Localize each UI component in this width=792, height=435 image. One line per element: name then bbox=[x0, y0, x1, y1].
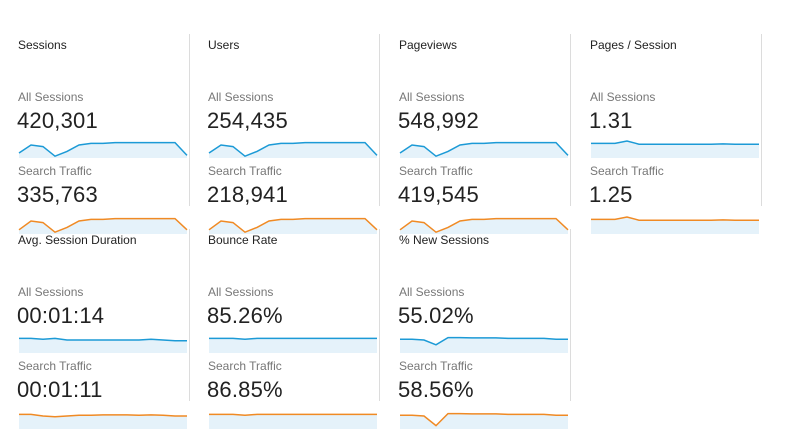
sparkline-line bbox=[18, 217, 188, 234]
segment-search-traffic-sparkline bbox=[400, 412, 568, 429]
metric-card-sessions: Sessions All Sessions 420,301 Search Traffi… bbox=[0, 34, 190, 234]
segment-search-traffic-label: Search Traffic bbox=[18, 359, 92, 373]
metric-title: Users bbox=[208, 38, 240, 52]
segment-search-traffic-value: 218,941 bbox=[207, 182, 288, 207]
segment-all-sessions-label: All Sessions bbox=[208, 285, 274, 299]
segment-all-sessions-label: All Sessions bbox=[399, 285, 465, 299]
segment-search-traffic-sparkline bbox=[19, 413, 187, 429]
metric-card-pageviews: Pageviews All Sessions 548,992 Search Traff… bbox=[381, 34, 571, 234]
segment-all-sessions-label: All Sessions bbox=[18, 285, 84, 299]
metric-card-users: Users All Sessions 254,435 Search Traffic 21… bbox=[190, 34, 380, 234]
sparkline-line bbox=[19, 413, 187, 418]
segment-all-sessions-label: All Sessions bbox=[18, 90, 84, 104]
sparkline-line bbox=[399, 217, 569, 234]
sparkline-line bbox=[208, 141, 378, 158]
sparkline-area bbox=[400, 142, 568, 158]
sparkline-area bbox=[19, 414, 187, 429]
segment-search-traffic-label: Search Traffic bbox=[208, 164, 282, 178]
sparkline-area bbox=[400, 413, 568, 429]
sparkline-line bbox=[400, 412, 568, 427]
metric-card-bounce-rate: Bounce Rate All Sessions 85.26% Search Traf… bbox=[190, 229, 380, 429]
segment-search-traffic-sparkline bbox=[591, 216, 759, 234]
sparkline-area bbox=[209, 414, 377, 429]
segment-all-sessions-sparkline bbox=[400, 336, 568, 353]
sparkline-line bbox=[591, 140, 759, 145]
segment-search-traffic-value: 335,763 bbox=[17, 182, 98, 207]
segment-all-sessions-label: All Sessions bbox=[590, 90, 656, 104]
segment-all-sessions-sparkline bbox=[209, 337, 377, 353]
segment-all-sessions-value: 00:01:14 bbox=[17, 303, 105, 328]
sparkline-line bbox=[18, 141, 188, 158]
segment-search-traffic-value: 00:01:11 bbox=[17, 377, 103, 402]
sparkline-line bbox=[399, 141, 569, 158]
metric-card-new-sessions: % New Sessions All Sessions 55.02% Search T… bbox=[381, 229, 571, 429]
metric-title: Pages / Session bbox=[590, 38, 677, 52]
metric-title: % New Sessions bbox=[399, 233, 490, 247]
metric-title: Avg. Session Duration bbox=[18, 233, 137, 247]
segment-search-traffic-value: 86.85% bbox=[207, 377, 283, 402]
sparkline-area bbox=[591, 217, 759, 234]
segment-search-traffic-label: Search Traffic bbox=[399, 359, 473, 373]
segment-all-sessions-value: 548,992 bbox=[398, 108, 479, 133]
segment-search-traffic-sparkline bbox=[208, 217, 378, 234]
segment-all-sessions-value: 1.31 bbox=[589, 108, 633, 133]
segment-all-sessions-label: All Sessions bbox=[208, 90, 274, 104]
segment-all-sessions-sparkline bbox=[591, 140, 759, 158]
segment-all-sessions-sparkline bbox=[18, 141, 188, 158]
metric-title: Sessions bbox=[18, 38, 67, 52]
sparkline-area bbox=[19, 142, 187, 158]
segment-all-sessions-value: 55.02% bbox=[398, 303, 474, 328]
segment-all-sessions-sparkline bbox=[208, 141, 378, 158]
sparkline-line bbox=[209, 337, 377, 340]
metric-title: Pageviews bbox=[399, 38, 458, 52]
sparkline-line bbox=[209, 413, 377, 416]
segment-search-traffic-value: 58.56% bbox=[398, 377, 474, 402]
sparkline-line bbox=[19, 337, 187, 342]
segment-search-traffic-sparkline bbox=[399, 217, 569, 234]
sparkline-area bbox=[19, 338, 187, 353]
segment-all-sessions-value: 420,301 bbox=[17, 108, 98, 133]
metric-card-avg-session-duration: Avg. Session Duration All Sessions 00:01:1… bbox=[0, 229, 190, 429]
segment-search-traffic-label: Search Traffic bbox=[399, 164, 473, 178]
metric-title: Bounce Rate bbox=[208, 233, 278, 247]
sparkline-line bbox=[591, 216, 759, 221]
sparkline-area bbox=[209, 338, 377, 353]
segment-all-sessions-label: All Sessions bbox=[399, 90, 465, 104]
segment-all-sessions-sparkline bbox=[399, 141, 569, 158]
segment-search-traffic-sparkline bbox=[209, 413, 377, 429]
sparkline-area bbox=[209, 142, 377, 158]
segment-all-sessions-sparkline bbox=[19, 337, 187, 353]
segment-search-traffic-sparkline bbox=[18, 217, 188, 234]
segment-search-traffic-label: Search Traffic bbox=[18, 164, 92, 178]
segment-search-traffic-label: Search Traffic bbox=[590, 164, 664, 178]
sparkline-area bbox=[591, 141, 759, 158]
sparkline-line bbox=[400, 336, 568, 346]
segment-all-sessions-value: 85.26% bbox=[207, 303, 283, 328]
sparkline-line bbox=[208, 217, 378, 234]
segment-search-traffic-label: Search Traffic bbox=[208, 359, 282, 373]
segment-search-traffic-value: 419,545 bbox=[398, 182, 479, 207]
segment-search-traffic-value: 1.25 bbox=[589, 182, 633, 207]
segment-all-sessions-value: 254,435 bbox=[207, 108, 288, 133]
metric-card-pages-session: Pages / Session All Sessions 1.31 Search Tr… bbox=[572, 34, 762, 234]
